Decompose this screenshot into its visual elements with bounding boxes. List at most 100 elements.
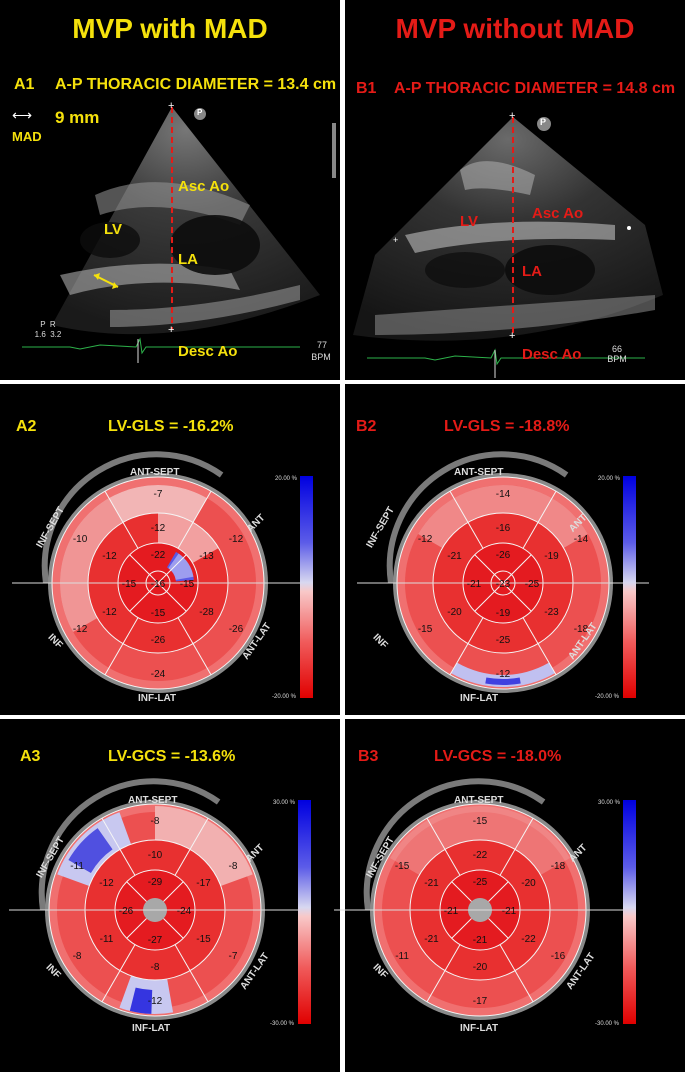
spoke-apical-0 (502, 554, 532, 584)
value-mid-0: -12 (151, 523, 166, 534)
header-without-mad: MVP without MAD (395, 13, 635, 44)
spoke-apical-2 (474, 582, 504, 612)
spoke-outer-0 (449, 490, 484, 549)
spoke-apical-0 (488, 881, 509, 902)
value-apical-3: -15 (122, 579, 137, 590)
spoke-outer-4 (426, 944, 461, 1003)
spoke-outer-3 (174, 944, 209, 1003)
color-scale-a3 (298, 800, 311, 1024)
spoke-apical-2 (126, 918, 147, 939)
heart-rate-a1: 77 (316, 340, 327, 350)
value-mid-5: -21 (424, 878, 439, 889)
value-apical-3: -21 (467, 579, 482, 590)
value-outer-4: -8 (73, 951, 82, 962)
strain-region-1 (68, 828, 113, 873)
spoke-apical-3 (474, 554, 504, 584)
value-apical-2: -21 (473, 935, 488, 946)
value-apical-0: -29 (148, 877, 163, 888)
strain-region-2 (418, 485, 588, 548)
bpm-b1: BPM (607, 354, 627, 364)
spoke-apical-1 (502, 582, 532, 612)
label-asc-ao-a1: Asc Ao (178, 178, 230, 195)
header-with-mad: MVP with MAD (72, 13, 268, 44)
value-outer-5: -12 (418, 534, 433, 545)
bullseye-a2: -7 -12 -26 -24 -12 -10 -12 -13 -28 -26 -12 -12 -22 -1… (12, 451, 304, 693)
color-scale-b3 (623, 800, 636, 1024)
echo-image-a1: + + (22, 100, 336, 363)
scale-top-a3: 30.00 % (273, 800, 296, 806)
value-outer-2: -7 (228, 951, 237, 962)
value-outer-1: -12 (229, 534, 244, 545)
spoke-apical-1 (157, 582, 187, 612)
strain-region-0 (451, 662, 555, 687)
spoke-apical-0 (157, 554, 187, 584)
seg-inf-lat-b2: INF-LAT (460, 693, 499, 704)
column-divider (340, 0, 345, 1072)
row-divider-1 (0, 380, 685, 384)
value-outer-0: -8 (151, 816, 160, 827)
spoke-outer-0 (104, 490, 139, 549)
value-mid-2: -28 (199, 607, 214, 618)
value-apical-3: -26 (119, 906, 134, 917)
value-mid-3: -20 (473, 962, 488, 973)
value-apical-2: -15 (151, 608, 166, 619)
gls-title-a: LV-GLS = -16.2% (108, 418, 234, 435)
mad-arrow-icon: ⟷ (12, 107, 33, 123)
value-outer-5: -10 (73, 534, 88, 545)
value-mid-1: -17 (196, 878, 211, 889)
value-apical-1: -25 (525, 579, 540, 590)
value-outer-3: -17 (473, 996, 488, 1007)
spoke-apical-1 (163, 918, 184, 939)
seg-inf-lat-a2: INF-LAT (138, 693, 177, 704)
label-desc-ao-b1: Desc Ao (522, 346, 582, 363)
spoke-outer-1 (522, 490, 557, 549)
strain-region-1 (158, 513, 219, 563)
value-outer-1: -18 (551, 861, 566, 872)
value-apex: -23 (496, 579, 511, 590)
spoke-outer-3 (522, 617, 557, 676)
seg-inf-lat-b3: INF-LAT (460, 1023, 499, 1034)
value-outer-3: -12 (496, 669, 511, 680)
label-asc-ao-b1: Asc Ao (532, 205, 584, 222)
value-apical-0: -26 (496, 550, 511, 561)
mad-word: MAD (12, 129, 42, 144)
panel-label-b2: B2 (356, 418, 377, 435)
value-mid-4: -11 (100, 934, 114, 945)
spoke-outer-4 (101, 944, 136, 1003)
strain-region-1 (485, 677, 521, 685)
gcs-title-a: LV-GCS = -13.6% (108, 748, 236, 765)
panel-label-a3: A3 (20, 748, 41, 765)
bullseye-halo-arc (386, 451, 569, 584)
value-mid-1: -20 (521, 878, 536, 889)
value-mid-4: -20 (447, 607, 462, 618)
value-outer-5: -15 (395, 861, 410, 872)
value-mid-0: -16 (496, 523, 511, 534)
bullseye-halo-arc (363, 778, 546, 911)
seg-inf-lat-a3: INF-LAT (132, 1023, 171, 1034)
panel-label-a1: A1 (14, 76, 35, 93)
bullseye-b2: -14 -14 -18 -12 -15 -12 -16 -19 -23 -25 -20 -21 -26 -… (357, 451, 649, 693)
value-outer-2: -26 (229, 624, 244, 635)
value-mid-0: -22 (473, 850, 488, 861)
spoke-apical-3 (126, 881, 147, 902)
bullseye-a3: -8 -8 -7 -12 -8 -11 -10 -17 -15 -8 -11 -12 -29 -24 -27… (9, 778, 301, 1020)
bullseye-halo-arc (41, 451, 224, 584)
echo-image-b1: + + + (353, 110, 663, 378)
scale-bottom-a3: -30.00 % (270, 1021, 295, 1027)
value-mid-3: -25 (496, 635, 511, 646)
value-outer-0: -14 (496, 489, 511, 500)
seg-ant-sept-b3: ANT-SEPT (454, 795, 504, 806)
value-outer-4: -11 (395, 951, 409, 962)
value-outer-3: -12 (148, 996, 163, 1007)
value-apical-3: -21 (444, 906, 459, 917)
label-la-a1: LA (178, 251, 198, 268)
value-outer-3: -24 (151, 669, 166, 680)
svg-text:+: + (509, 330, 515, 342)
strain-region-0 (389, 806, 571, 875)
value-mid-4: -21 (424, 934, 439, 945)
label-lv-a1: LV (104, 221, 123, 238)
scale-top-b2: 20.00 % (598, 476, 621, 482)
spoke-apical-3 (451, 881, 472, 902)
svg-text:+: + (393, 235, 398, 245)
svg-text:+: + (168, 100, 174, 112)
